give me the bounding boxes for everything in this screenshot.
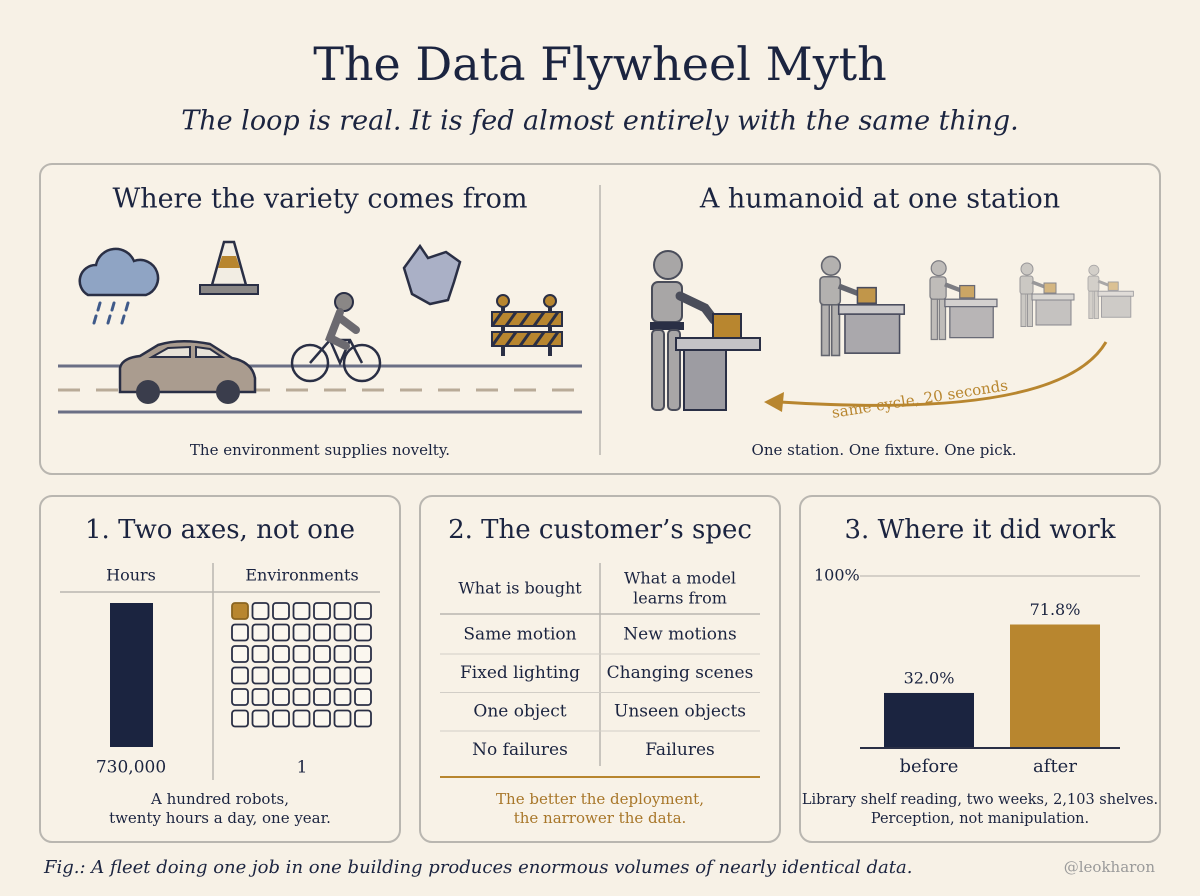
x-tick-label: after bbox=[1033, 756, 1077, 777]
environment-cell bbox=[313, 623, 331, 642]
environment-cell bbox=[292, 623, 311, 642]
environment-cell bbox=[251, 688, 270, 706]
hours-bar bbox=[110, 603, 153, 747]
chart-caption: Perception, not manipulation. bbox=[871, 811, 1089, 827]
spec-table: Same motion New motions Fixed lighting Chan… bbox=[440, 613, 760, 760]
environment-cell bbox=[231, 709, 249, 728]
environment-cell bbox=[292, 645, 311, 663]
station-illustration bbox=[650, 250, 1134, 412]
chart-caption: Library shelf reading, two weeks, 2,103 … bbox=[802, 792, 1158, 808]
environment-cell bbox=[272, 688, 290, 706]
environment-cell bbox=[333, 688, 352, 706]
environment-cell bbox=[251, 709, 270, 728]
chart-title: 3. Where it did work bbox=[845, 515, 1116, 545]
environment-cell bbox=[292, 666, 311, 685]
environment-cell bbox=[251, 602, 270, 620]
value-label: 71.8% bbox=[1030, 600, 1081, 619]
environment-cell bbox=[313, 602, 331, 620]
x-tick-label: before bbox=[900, 756, 959, 777]
column-header: What a model bbox=[624, 569, 736, 588]
environment-cell bbox=[333, 623, 352, 642]
total-label: 730,000 bbox=[96, 758, 166, 778]
table-cell: No failures bbox=[472, 740, 568, 760]
environment-cell bbox=[231, 666, 249, 685]
environment-cell bbox=[354, 602, 372, 620]
environment-cell bbox=[251, 666, 270, 685]
environment-cell bbox=[272, 623, 290, 642]
environment-cell bbox=[231, 688, 249, 706]
environment-cell bbox=[333, 602, 352, 620]
environment-cell bbox=[313, 645, 331, 663]
environment-grid bbox=[231, 602, 372, 728]
environment-cell bbox=[292, 688, 311, 706]
figure-caption: Fig.: A fleet doing one job in one build… bbox=[43, 857, 912, 878]
bar bbox=[1010, 624, 1100, 748]
environment-cell bbox=[251, 623, 270, 642]
chart-panel bbox=[799, 495, 1161, 843]
column-header: learns from bbox=[633, 589, 727, 608]
environment-cell bbox=[354, 688, 372, 706]
environment-cell bbox=[272, 602, 290, 620]
environment-cell bbox=[292, 709, 311, 728]
street-illustration bbox=[58, 240, 582, 414]
environment-cell bbox=[272, 645, 290, 663]
environment-cell bbox=[313, 709, 331, 728]
table-cell: Unseen objects bbox=[614, 702, 746, 722]
column-header: Hours bbox=[106, 566, 156, 585]
value-label: 32.0% bbox=[904, 668, 955, 687]
environment-cell bbox=[231, 645, 249, 663]
environment-cell bbox=[292, 602, 311, 620]
panel-caption: the narrower the data. bbox=[514, 809, 687, 827]
panel-caption: A hundred robots, bbox=[150, 790, 289, 808]
table-cell: New motions bbox=[623, 625, 736, 645]
table-cell: Failures bbox=[645, 740, 715, 760]
environment-cell bbox=[333, 645, 352, 663]
environment-cell bbox=[354, 623, 372, 642]
panel-caption: The better the deployment, bbox=[496, 790, 704, 808]
column-header: Environments bbox=[245, 566, 358, 585]
bar-chart: 100% 32.0% before 71.8% after bbox=[814, 566, 1140, 777]
environment-cell bbox=[251, 645, 270, 663]
credit: @leokharon bbox=[1064, 858, 1156, 876]
environment-cell bbox=[333, 709, 352, 728]
column-header: What is bought bbox=[458, 579, 582, 598]
environment-cell bbox=[354, 645, 372, 663]
panel-caption: One station. One fixture. One pick. bbox=[752, 441, 1017, 459]
environment-cell bbox=[333, 666, 352, 685]
total-label: 1 bbox=[297, 758, 308, 778]
environment-cell bbox=[354, 666, 372, 685]
axes-panel bbox=[39, 495, 401, 843]
environment-cell bbox=[231, 623, 249, 642]
panel-heading: Where the variety comes from bbox=[112, 184, 527, 215]
environment-cell bbox=[231, 602, 249, 620]
subtitle: The loop is real. It is fed almost entir… bbox=[181, 106, 1019, 137]
panel-heading: A humanoid at one station bbox=[699, 184, 1060, 215]
table-cell: Changing scenes bbox=[607, 663, 754, 683]
environment-cell bbox=[272, 666, 290, 685]
panel-caption: twenty hours a day, one year. bbox=[109, 809, 331, 827]
environment-cell bbox=[313, 688, 331, 706]
bar bbox=[884, 692, 974, 748]
panel-caption: The environment supplies novelty. bbox=[190, 441, 450, 459]
table-cell: Same motion bbox=[463, 625, 576, 645]
table-cell: One object bbox=[473, 702, 566, 722]
panel-heading: 1. Two axes, not one bbox=[85, 515, 355, 545]
title: The Data Flywheel Myth bbox=[313, 37, 887, 91]
table-cell: Fixed lighting bbox=[460, 663, 580, 683]
environment-cell bbox=[354, 709, 372, 728]
environment-cell bbox=[272, 709, 290, 728]
environment-cell bbox=[313, 666, 331, 685]
y-tick-label: 100% bbox=[814, 566, 860, 585]
panel-heading: 2. The customer’s spec bbox=[448, 515, 752, 545]
